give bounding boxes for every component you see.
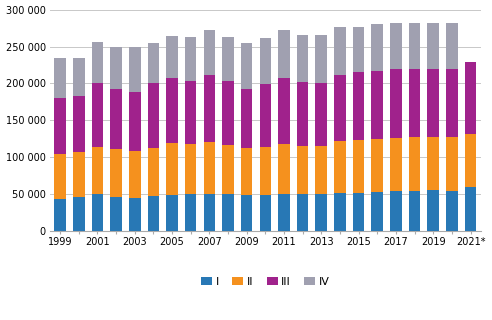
Bar: [204, 30, 215, 75]
Bar: [241, 195, 252, 231]
Bar: [409, 23, 420, 69]
Bar: [278, 144, 290, 194]
Bar: [110, 89, 122, 149]
Bar: [428, 69, 439, 137]
Bar: [222, 145, 234, 194]
Bar: [446, 191, 458, 231]
Bar: [390, 191, 401, 231]
Bar: [166, 143, 178, 195]
Bar: [297, 146, 308, 194]
Bar: [353, 193, 365, 231]
Bar: [166, 36, 178, 78]
Bar: [54, 58, 66, 98]
Bar: [166, 195, 178, 231]
Bar: [73, 197, 85, 231]
Bar: [204, 142, 215, 194]
Bar: [241, 148, 252, 195]
Bar: [297, 36, 308, 82]
Bar: [204, 75, 215, 142]
Bar: [409, 191, 420, 231]
Bar: [166, 78, 178, 143]
Bar: [92, 194, 103, 231]
Bar: [297, 82, 308, 146]
Bar: [222, 194, 234, 231]
Bar: [259, 38, 271, 84]
Bar: [73, 96, 85, 152]
Bar: [92, 147, 103, 194]
Bar: [241, 43, 252, 89]
Bar: [110, 47, 122, 89]
Bar: [409, 137, 420, 191]
Bar: [334, 27, 346, 75]
Bar: [278, 77, 290, 144]
Bar: [54, 199, 66, 231]
Bar: [315, 146, 327, 194]
Bar: [315, 194, 327, 231]
Bar: [148, 196, 159, 231]
Bar: [278, 29, 290, 77]
Bar: [334, 193, 346, 231]
Bar: [148, 84, 159, 148]
Bar: [73, 152, 85, 197]
Bar: [371, 139, 383, 192]
Legend: I, II, III, IV: I, II, III, IV: [197, 272, 334, 291]
Bar: [353, 72, 365, 140]
Bar: [334, 141, 346, 193]
Bar: [409, 69, 420, 137]
Bar: [353, 140, 365, 193]
Bar: [465, 134, 476, 187]
Bar: [129, 47, 141, 92]
Bar: [428, 190, 439, 231]
Bar: [371, 192, 383, 231]
Bar: [110, 149, 122, 196]
Bar: [185, 81, 196, 144]
Bar: [278, 194, 290, 231]
Bar: [353, 27, 365, 72]
Bar: [129, 92, 141, 151]
Bar: [129, 198, 141, 231]
Bar: [54, 155, 66, 199]
Bar: [259, 147, 271, 195]
Bar: [222, 37, 234, 81]
Bar: [222, 81, 234, 145]
Bar: [148, 43, 159, 84]
Bar: [185, 37, 196, 81]
Bar: [390, 138, 401, 191]
Bar: [371, 71, 383, 139]
Bar: [428, 137, 439, 190]
Bar: [297, 194, 308, 231]
Bar: [259, 195, 271, 231]
Bar: [371, 24, 383, 71]
Bar: [148, 148, 159, 196]
Bar: [54, 98, 66, 155]
Bar: [73, 58, 85, 96]
Bar: [390, 69, 401, 138]
Bar: [446, 23, 458, 69]
Bar: [185, 144, 196, 194]
Bar: [185, 194, 196, 231]
Bar: [390, 23, 401, 69]
Bar: [204, 194, 215, 231]
Bar: [241, 89, 252, 148]
Bar: [446, 69, 458, 137]
Bar: [110, 196, 122, 231]
Bar: [129, 151, 141, 198]
Bar: [334, 75, 346, 141]
Bar: [465, 62, 476, 134]
Bar: [465, 187, 476, 231]
Bar: [92, 84, 103, 147]
Bar: [92, 42, 103, 84]
Bar: [315, 36, 327, 83]
Bar: [446, 137, 458, 191]
Bar: [428, 23, 439, 69]
Bar: [315, 83, 327, 146]
Bar: [259, 84, 271, 147]
